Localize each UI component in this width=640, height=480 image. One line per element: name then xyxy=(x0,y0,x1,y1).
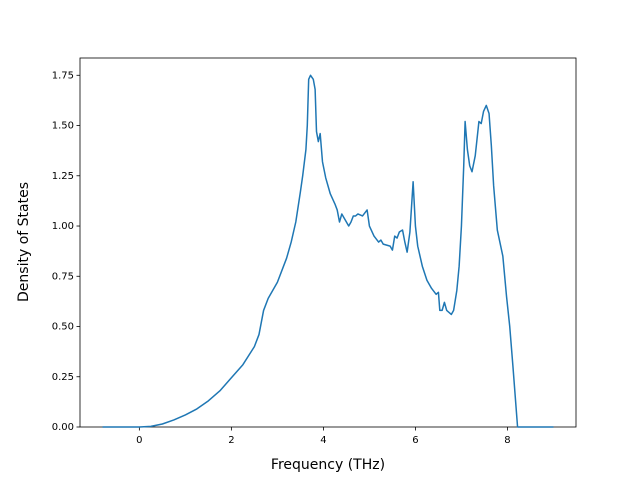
x-tick-label: 4 xyxy=(320,435,326,446)
x-axis-label: Frequency (THz) xyxy=(271,457,385,473)
y-tick-label: 0.25 xyxy=(52,372,74,383)
x-tick-label: 8 xyxy=(504,435,510,446)
x-tick-label: 6 xyxy=(412,435,418,446)
y-axis-label: Density of States xyxy=(16,182,32,302)
y-tick-label: 1.50 xyxy=(52,121,74,132)
y-tick-label: 1.75 xyxy=(52,70,74,81)
x-tick-label: 0 xyxy=(136,435,142,446)
x-tick-label: 2 xyxy=(228,435,234,446)
y-tick-label: 0.50 xyxy=(52,322,74,333)
dos-line xyxy=(102,74,554,428)
y-tick-label: 0.75 xyxy=(52,271,74,282)
y-tick-label: 1.00 xyxy=(52,221,74,232)
y-tick-label: 0.00 xyxy=(52,422,74,433)
axes-frame xyxy=(79,57,577,428)
y-tick-label: 1.25 xyxy=(52,171,74,182)
